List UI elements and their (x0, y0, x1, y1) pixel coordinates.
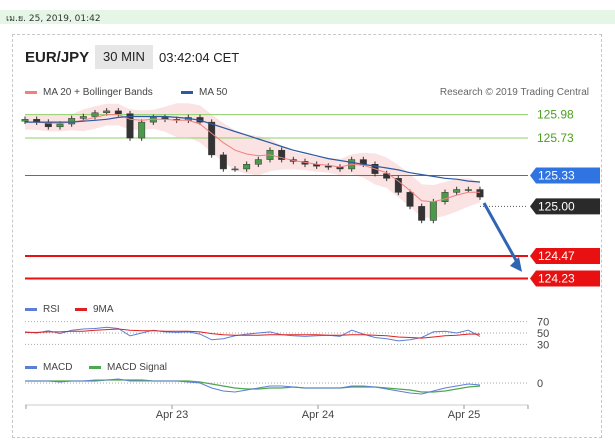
level-label-resistance: 125.98 (537, 108, 574, 122)
series-line-rsi-9ma (25, 328, 480, 339)
level-tag-support: 124.47 (530, 248, 600, 264)
legend-label: 9MA (93, 304, 114, 315)
legend-swatch (181, 91, 193, 94)
legend-label: MA 20 + Bollinger Bands (43, 87, 153, 98)
level-tag-support: 124.23 (530, 270, 600, 287)
candle-body (418, 206, 426, 221)
credit-text: Research © 2019 Trading Central (439, 87, 589, 98)
legend-swatch (25, 308, 37, 311)
macd-tick-label: 0 (537, 378, 543, 390)
series-line-macd-signal (25, 379, 481, 393)
rsi-tick-label: 30 (537, 339, 549, 351)
level-tag-text: 125.33 (538, 168, 575, 182)
legend-label: MACD Signal (107, 362, 168, 373)
legend-ma50: MA 50 (181, 87, 227, 98)
candle-body (476, 189, 484, 198)
candle-body (324, 165, 332, 168)
candle-body (453, 189, 461, 193)
candle-body (383, 173, 391, 179)
x-tick-label: Apr 25 (448, 409, 480, 421)
legend-swatch (25, 91, 37, 94)
legend-9ma: 9MA (75, 304, 114, 315)
legend-macd-signal: MACD Signal (89, 362, 167, 373)
candle-body (394, 178, 402, 193)
legend-ma20: MA 20 + Bollinger Bands (25, 87, 153, 98)
candle-body (429, 201, 437, 221)
level-tag-current: 125.00 (530, 198, 600, 215)
legend-label: RSI (43, 304, 60, 315)
x-tick-label: Apr 24 (302, 409, 334, 421)
level-tag-text: 124.47 (538, 249, 575, 263)
level-tag-text: 125.00 (538, 199, 575, 213)
candle-body (278, 149, 286, 160)
candle-body (68, 118, 76, 125)
candle-body (231, 168, 239, 171)
candle-body (79, 116, 87, 119)
series-line-ma20 (25, 114, 480, 203)
legend-macd: MACD (25, 362, 72, 373)
currency-pair: EUR/JPY (25, 48, 90, 66)
candle-body (441, 192, 449, 202)
level-tag-pivot: 125.33 (530, 167, 600, 184)
level-tag-bg (530, 167, 600, 184)
legend-swatch (25, 366, 37, 369)
candle-body (406, 192, 414, 207)
legend-label: MA 50 (199, 87, 228, 98)
candle-body (254, 159, 262, 165)
candle-body (114, 110, 122, 114)
date-stamp: เม.ย. 25, 2019, 01:42 (6, 14, 101, 24)
level-tag-bg (530, 198, 600, 215)
bollinger-band (25, 103, 480, 219)
legend-rsi: RSI (25, 304, 60, 315)
legend-swatch (75, 308, 87, 311)
candle-body (219, 154, 227, 170)
candle-body (21, 119, 29, 122)
level-label-resistance: 125.73 (537, 131, 574, 145)
x-tick-label: Apr 23 (156, 409, 188, 421)
candle-body (126, 113, 134, 139)
candle-body (464, 189, 472, 191)
candle-body (208, 121, 216, 156)
legend-swatch (89, 366, 101, 369)
series-line-ma50 (25, 115, 481, 183)
forecast-arrow-shaft (482, 202, 520, 265)
candle-body (91, 112, 99, 117)
level-tag-bg (530, 248, 600, 264)
timestamp: 03:42:04 CET (159, 49, 240, 65)
series-line-rsi (24, 326, 481, 342)
series-line-macd (25, 378, 481, 395)
rsi-tick-label: 70 (537, 317, 549, 329)
candle-body (138, 121, 146, 139)
legend-label: MACD (43, 362, 73, 373)
candle-body (56, 123, 64, 128)
forecast-arrow-head (510, 256, 522, 272)
level-tag-text: 124.23 (538, 271, 575, 285)
candle-body (103, 110, 111, 114)
rsi-tick-label: 50 (537, 328, 549, 340)
top-date-bar: เม.ย. 25, 2019, 01:42 (0, 10, 615, 24)
candle-body (243, 164, 251, 170)
timeframe-badge[interactable]: 30 MIN (95, 45, 153, 69)
level-tag-bg (530, 270, 600, 287)
